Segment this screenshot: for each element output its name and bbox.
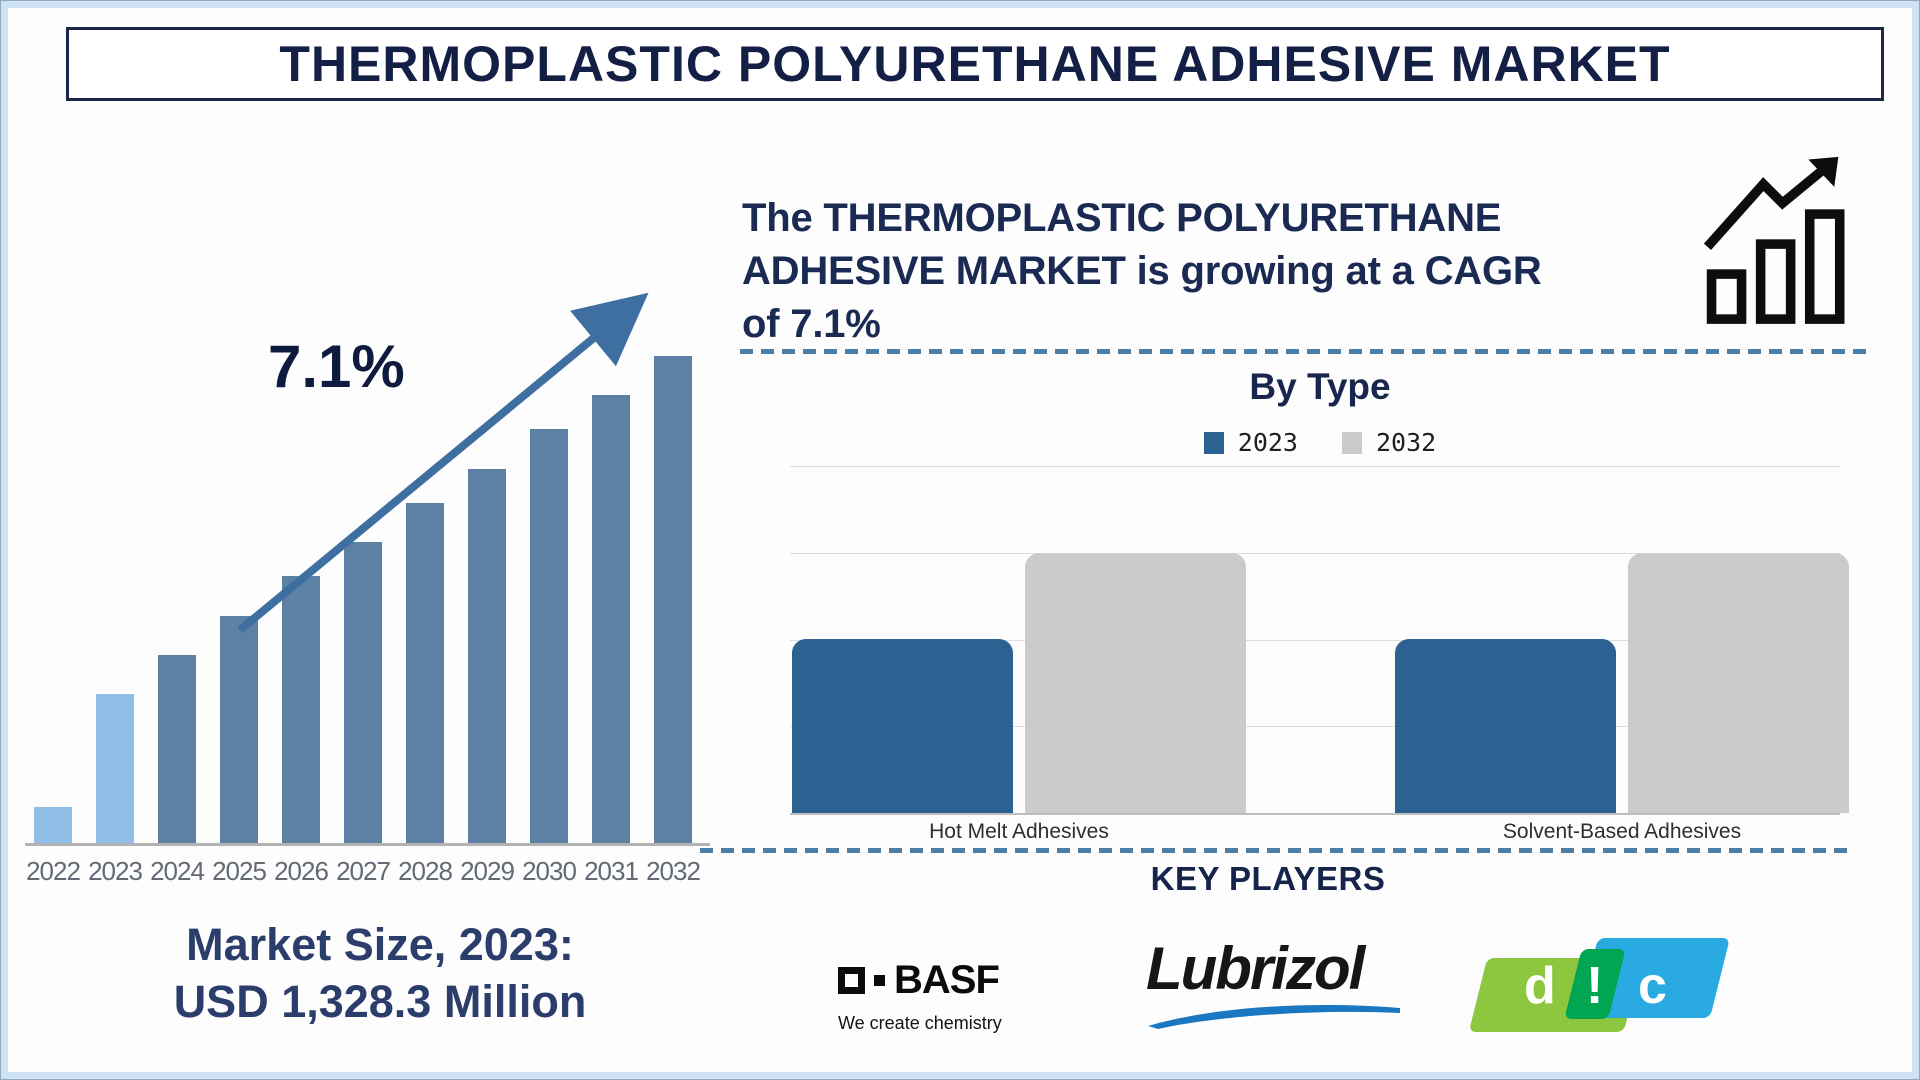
by-type-gridline [790, 640, 1840, 641]
legend-label-2023: 2023 [1237, 428, 1298, 457]
by-type-bar-2023-solvent-based [1395, 639, 1616, 813]
trend-year-label: 2028 [398, 856, 453, 886]
key-players-title: KEY PLAYERS [1150, 860, 1386, 897]
growth-note-line: of 7.1% [742, 302, 881, 346]
market-size-line2: USD 1,328.3 Million [173, 976, 587, 1028]
dic-letter-c: c [1638, 957, 1667, 1015]
legend-swatch-2032 [1342, 431, 1362, 454]
trend-year-label: 2029 [460, 856, 515, 886]
basf-square-outline-icon [838, 967, 865, 994]
bar-chart-growth-icon [1703, 156, 1845, 324]
growth-arrow-icon [237, 292, 649, 634]
basf-tagline: We create chemistry [838, 1013, 1002, 1033]
legend-label-2032: 2032 [1376, 428, 1437, 457]
by-type-gridline [790, 466, 1840, 467]
dashed-separator-top [740, 349, 1868, 354]
basf-square-dot-icon [874, 975, 885, 986]
by-type-bar-2032-solvent-based [1628, 553, 1849, 813]
dic-letter-exclaim: ! [1586, 957, 1604, 1015]
by-type-gridline [790, 553, 1840, 554]
lubrizol-swoosh-icon [1148, 1005, 1400, 1029]
by-type-category-label: Hot Melt Adhesives [929, 820, 1109, 843]
trend-year-label: 2024 [150, 856, 205, 886]
dic-letter-d: d [1524, 957, 1556, 1015]
trend-bar-2029 [468, 469, 506, 846]
trend-year-label: 2032 [646, 856, 701, 886]
market-trend-year-labels: 2022 2023 2024 2025 2026 2027 2028 2029 2030 2031… [25, 856, 715, 888]
legend-item-2023: 2023 [1203, 428, 1298, 457]
by-type-gridline [790, 726, 1840, 727]
cagr-value-label: 7.1% [268, 333, 405, 400]
trend-bar-2031 [592, 395, 630, 846]
trend-bar-2026 [282, 576, 320, 846]
trend-year-label: 2025 [212, 856, 267, 886]
trend-year-label: 2023 [88, 856, 143, 886]
trend-bar-2025 [220, 616, 258, 846]
by-type-legend: 2023 2032 [1000, 428, 1640, 457]
trend-bar-2023 [96, 694, 134, 846]
trend-bar-2032 [654, 356, 692, 846]
growth-note-line: ADHESIVE MARKET is growing at a CAGR [742, 249, 1542, 293]
by-type-baseline [790, 813, 1840, 815]
by-type-bar-2032-hot-melt [1025, 553, 1246, 813]
page-title: THERMOPLASTIC POLYURETHANE ADHESIVE MARK… [279, 36, 1671, 92]
market-size-callout: Market Size, 2023: USD 1,328.3 Million [90, 916, 670, 1030]
by-type-chart [790, 466, 1849, 815]
market-trend-chart [25, 290, 715, 846]
trend-year-label: 2022 [26, 856, 81, 886]
by-type-bar-2023-hot-melt [792, 639, 1013, 813]
lubrizol-logo: Lubrizol [1146, 934, 1406, 1029]
growth-note: The THERMOPLASTIC POLYURETHANE ADHESIVE … [742, 192, 1542, 351]
trend-bar-2022 [34, 807, 72, 846]
trend-year-label: 2027 [336, 856, 391, 886]
basf-logo: BASF We create chemistry [838, 958, 1002, 1034]
dashed-separator-bottom [700, 848, 1850, 853]
by-type-category-label: Solvent-Based Adhesives [1502, 820, 1742, 843]
trend-bar-2027 [344, 542, 382, 846]
lubrizol-wordmark: Lubrizol [1146, 935, 1365, 1002]
basf-wordmark: BASF [894, 958, 1000, 1002]
by-type-title: By Type [1249, 366, 1391, 407]
dic-logo: d ! c [1468, 936, 1730, 1036]
growth-note-line: The THERMOPLASTIC POLYURETHANE [742, 196, 1502, 240]
market-size-line1: Market Size, 2023: [186, 919, 574, 970]
trend-year-label: 2026 [274, 856, 329, 886]
trend-bar-2030 [530, 429, 568, 846]
legend-swatch-2023 [1203, 431, 1224, 454]
title-banner: THERMOPLASTIC POLYURETHANE ADHESIVE MARK… [66, 27, 1884, 101]
market-trend-axis-line [25, 843, 710, 846]
trend-year-label: 2030 [522, 856, 577, 886]
trend-bar-2028 [406, 503, 444, 846]
trend-bar-2024 [158, 655, 196, 846]
legend-item-2032: 2032 [1342, 428, 1436, 457]
trend-year-label: 2031 [584, 856, 639, 886]
